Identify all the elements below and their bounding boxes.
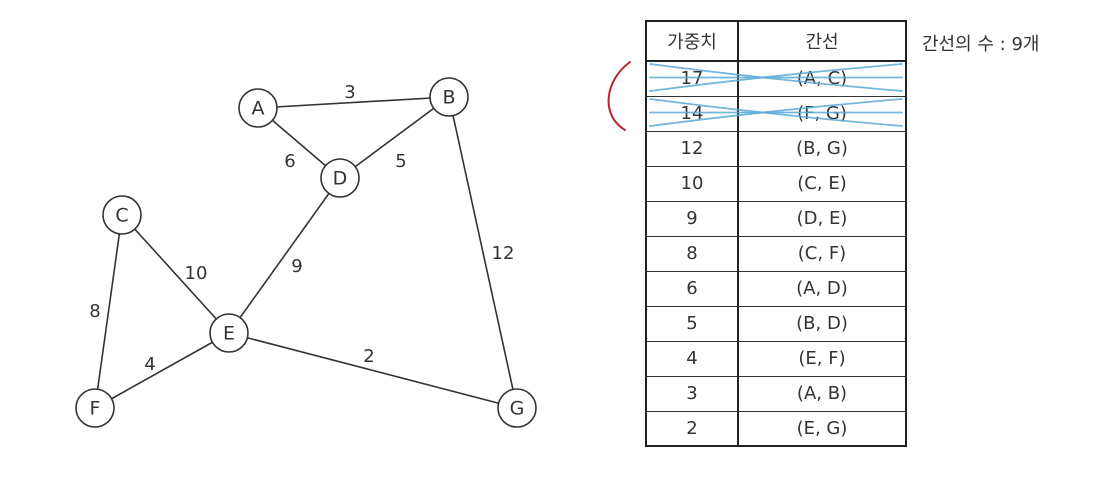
row-weight: 6 — [646, 271, 739, 307]
node-b: B — [429, 77, 469, 117]
row-weight: 2 — [646, 411, 739, 447]
node-e: E — [209, 313, 249, 353]
table-row: 8 (C, F) — [646, 236, 906, 272]
edge-b-d — [339, 96, 450, 179]
node-circle — [102, 195, 142, 235]
edge-weight-e-f: 4 — [144, 354, 155, 375]
row-edge: (D, E) — [738, 201, 906, 237]
edge-c-f — [94, 214, 123, 409]
row-weight: 17 — [646, 61, 739, 97]
row-weight: 9 — [646, 201, 739, 237]
row-edge: (C, F) — [738, 236, 906, 272]
table-header-row: 가중치 간선 — [646, 21, 906, 62]
row-edge: (F, G) — [738, 96, 906, 132]
table-row: 10 (C, E) — [646, 166, 906, 202]
node-label: G — [510, 398, 525, 420]
table-row: 2 (E, G) — [646, 411, 906, 447]
row-edge: (A, D) — [738, 271, 906, 307]
node-circle — [238, 88, 278, 128]
table-row: 14 (F, G) — [646, 96, 906, 132]
edge-weight-b-g: 12 — [492, 243, 515, 264]
table-row: 17 (A, C) — [646, 61, 906, 97]
node-a: A — [238, 88, 278, 128]
edge-weight-a-b: 3 — [344, 82, 355, 103]
graph-edge-weights: 3 6 5 12 9 10 8 4 2 — [89, 82, 514, 375]
table-row: 9 (D, E) — [646, 201, 906, 237]
row-edge: (E, F) — [738, 341, 906, 377]
node-circle — [75, 388, 115, 428]
node-label: F — [90, 398, 101, 420]
node-label: D — [333, 168, 348, 190]
table-row: 4 (E, F) — [646, 341, 906, 377]
node-circle — [320, 158, 360, 198]
edge-weight-e-g: 2 — [363, 346, 374, 367]
row-weight: 14 — [646, 96, 739, 132]
node-label: A — [252, 98, 265, 120]
edge-count-label: 간선의 수 : 9개 — [922, 34, 1040, 55]
node-label: C — [115, 205, 128, 227]
header-weight: 가중치 — [646, 21, 739, 62]
edge-weight-b-d: 5 — [395, 151, 406, 172]
edge-table-body: 17 (A, C) 14 (F, G) 12 (B, G) 10 (C, E) 9 (D, E) 8… — [646, 61, 906, 447]
row-weight: 12 — [646, 131, 739, 167]
table-row: 12 (B, G) — [646, 131, 906, 167]
edge-b-g — [448, 96, 518, 409]
node-circle — [429, 77, 469, 117]
row-weight: 3 — [646, 376, 739, 412]
row-weight: 8 — [646, 236, 739, 272]
node-g: G — [497, 388, 537, 428]
edge-weight-c-e: 10 — [185, 263, 208, 284]
row-edge: (E, G) — [738, 411, 906, 447]
edge-e-g — [228, 332, 518, 409]
weighted-graph: 3 6 5 12 9 10 8 4 2 A B C D E F G — [75, 77, 537, 428]
row-edge: (B, G) — [738, 131, 906, 167]
node-circle — [209, 313, 249, 353]
node-d: D — [320, 158, 360, 198]
edge-weight-c-f: 8 — [89, 301, 100, 322]
table-row: 6 (A, D) — [646, 271, 906, 307]
graph-edges — [94, 96, 518, 409]
row-edge: (C, E) — [738, 166, 906, 202]
table-row: 3 (A, B) — [646, 376, 906, 412]
edge-weight-d-e: 9 — [291, 256, 302, 277]
graph-nodes: A B C D E F G — [75, 77, 537, 428]
node-circle — [497, 388, 537, 428]
edge-e-f — [94, 332, 230, 409]
row-weight: 5 — [646, 306, 739, 342]
row-edge: (B, D) — [738, 306, 906, 342]
edge-weight-a-d: 6 — [284, 151, 295, 172]
node-label: E — [223, 323, 235, 345]
table-row: 5 (B, D) — [646, 306, 906, 342]
header-edge: 간선 — [738, 21, 906, 62]
row-weight: 4 — [646, 341, 739, 377]
row-weight: 10 — [646, 166, 739, 202]
node-label: B — [442, 87, 455, 109]
edge-weight-table: 가중치 간선 17 (A, C) 14 (F, G) 12 (B, G) 10 (C, E) 9… — [645, 20, 907, 447]
node-f: F — [75, 388, 115, 428]
row-edge: (A, C) — [738, 61, 906, 97]
row-edge: (A, B) — [738, 376, 906, 412]
edge-d-e — [228, 177, 341, 334]
edge-c-e — [121, 214, 230, 334]
edge-a-b — [257, 96, 450, 109]
node-c: C — [102, 195, 142, 235]
